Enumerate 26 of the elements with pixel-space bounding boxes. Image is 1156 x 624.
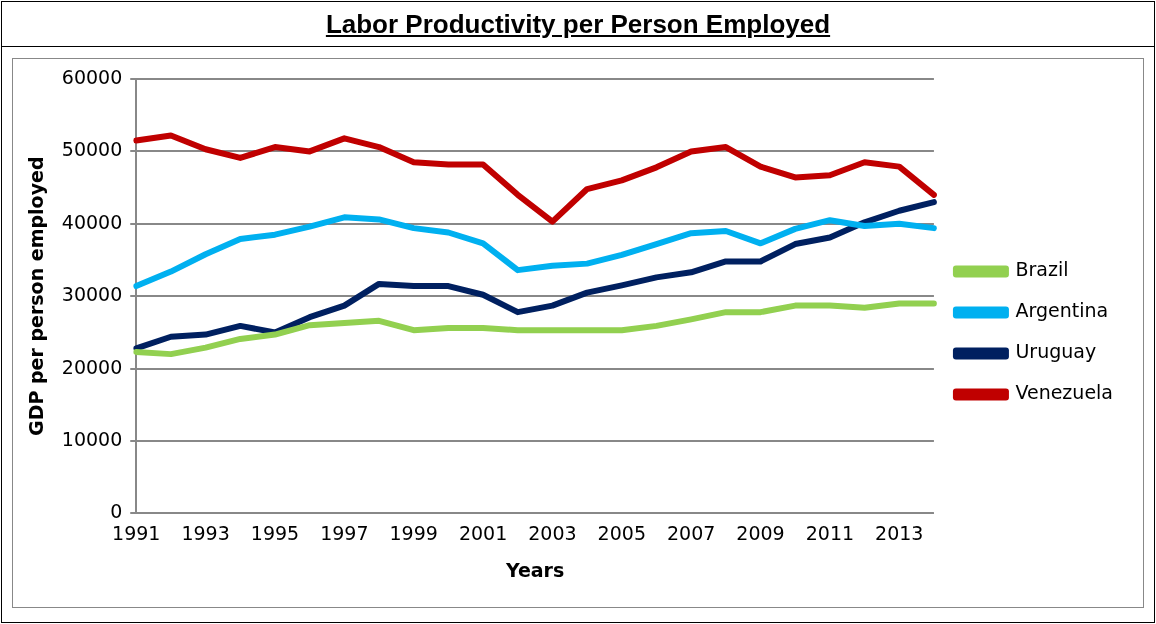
y-tick-label: 60000 <box>61 65 123 88</box>
x-axis-title: Years <box>504 558 565 581</box>
legend-label: Venezuela <box>1015 381 1114 404</box>
x-tick-label: 2009 <box>736 521 785 544</box>
y-tick-label: 30000 <box>61 283 123 306</box>
x-tick-label: 1997 <box>320 521 369 544</box>
x-tick-label: 1999 <box>389 521 438 544</box>
legend-label: Brazil <box>1015 258 1069 281</box>
x-tick-label: 1993 <box>181 521 230 544</box>
y-axis-title: GDP per person employed <box>25 156 48 436</box>
y-tick-label: 50000 <box>61 138 123 161</box>
chart-title: Labor Productivity per Person Employed <box>2 2 1154 47</box>
x-tick-label: 2005 <box>597 521 646 544</box>
y-tick-label: 40000 <box>61 210 123 233</box>
legend-label: Uruguay <box>1015 340 1097 363</box>
x-tick-label: 2001 <box>458 521 508 544</box>
x-tick-label: 1991 <box>112 521 161 544</box>
x-tick-label: 1995 <box>250 521 300 544</box>
x-tick-label: 2013 <box>875 521 924 544</box>
y-tick-label: 20000 <box>61 355 123 378</box>
x-tick-label: 2003 <box>528 521 577 544</box>
x-tick-label: 2007 <box>666 521 716 544</box>
legend-label: Argentina <box>1015 299 1109 322</box>
x-tick-label: 2011 <box>805 521 855 544</box>
y-tick-label: 10000 <box>61 427 123 450</box>
y-tick-label: 0 <box>110 500 123 523</box>
